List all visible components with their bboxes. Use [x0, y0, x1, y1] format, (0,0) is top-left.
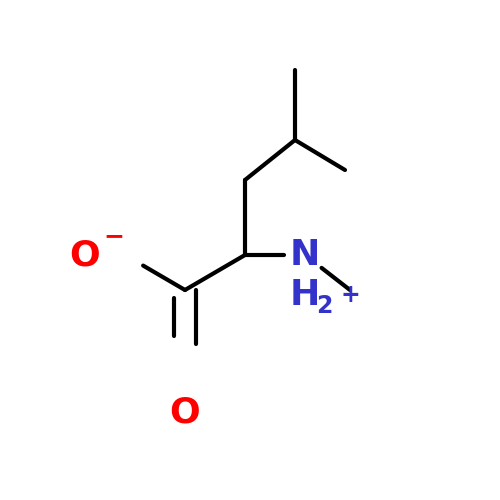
Text: H: H: [290, 278, 320, 312]
Text: N: N: [290, 238, 320, 272]
Text: O: O: [170, 396, 200, 430]
Text: O: O: [70, 238, 100, 272]
Text: −: −: [104, 224, 124, 248]
Text: +: +: [340, 283, 360, 307]
Text: 2: 2: [316, 294, 332, 318]
